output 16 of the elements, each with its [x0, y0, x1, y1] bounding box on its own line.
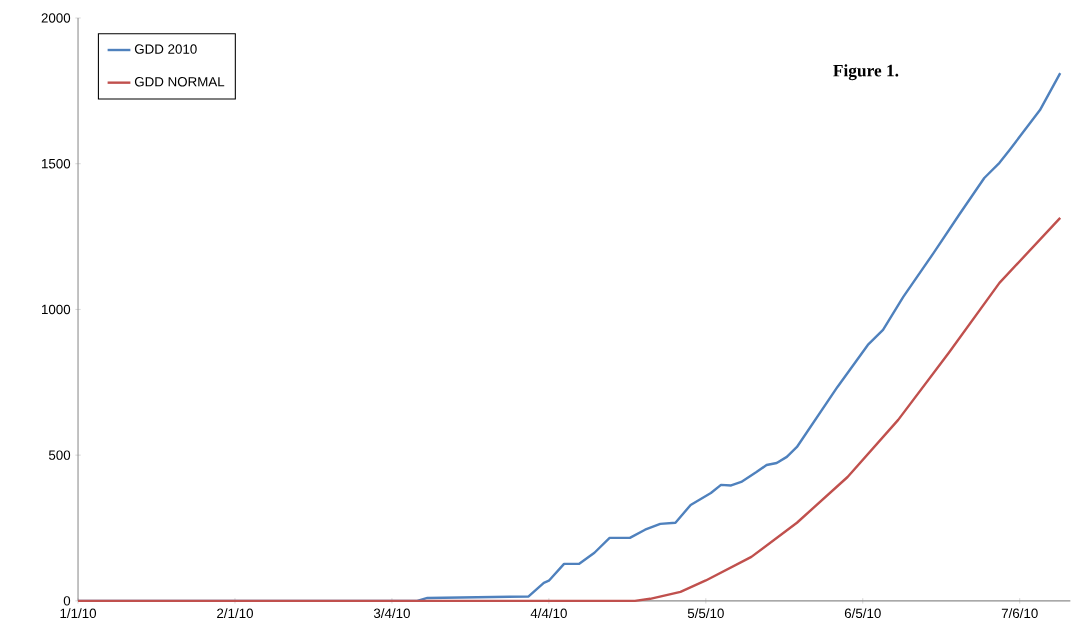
- legend-label: GDD NORMAL: [134, 77, 225, 87]
- x-tick-label: 7/6/10: [1001, 608, 1038, 619]
- y-tick-label: 2000: [41, 13, 71, 23]
- y-tick-label: 0: [63, 596, 71, 606]
- x-tick-label: 5/5/10: [687, 608, 724, 619]
- annotation: Figure 1.: [833, 64, 899, 81]
- x-tick-label: 2/1/10: [217, 608, 253, 619]
- x-tick-label: 3/4/10: [373, 608, 410, 619]
- x-tick-label: 4/4/10: [530, 608, 567, 619]
- y-tick-label: 500: [48, 450, 71, 460]
- x-tick-label: 6/5/10: [844, 608, 881, 619]
- y-tick-label: 1000: [42, 304, 71, 315]
- line-series: [76, 216, 1062, 603]
- y-tick-label: 1500: [42, 159, 71, 169]
- legend-label: GDD 2010: [134, 44, 197, 54]
- x-tick-label: 1/1/10: [60, 608, 97, 619]
